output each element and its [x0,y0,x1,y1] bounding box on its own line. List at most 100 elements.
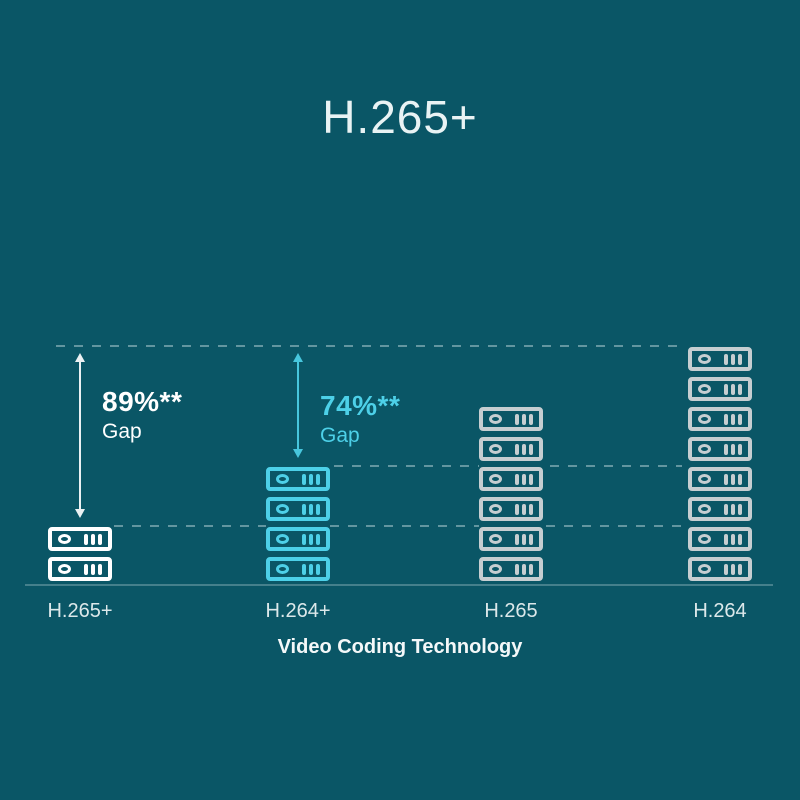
vent-slot-bar [724,503,728,515]
vent-slot-bar [522,473,526,485]
vent-slot-bar [529,413,533,425]
arrow-shaft [297,360,299,451]
server-unit-icon [48,557,112,581]
server-unit-icon [688,467,752,491]
vent-slot-bar [738,413,742,425]
vent-slot-bar [522,533,526,545]
vent-slot-bar [529,533,533,545]
vent-slots [724,383,742,395]
vent-slot-bar [522,413,526,425]
gap-percentage: 74%** [320,390,401,421]
vent-slot-bar [316,473,320,485]
vent-slots [302,503,320,515]
vent-slot-bar [309,563,313,575]
vent-slot-bar [302,563,306,575]
server-unit-icon [479,497,543,521]
page-title: H.265+ [322,91,478,143]
server-unit-icon [479,557,543,581]
vent-slot-bar [731,443,735,455]
server-unit-icon [48,527,112,551]
indicator-ring [489,444,502,454]
x-axis-tick-label: H.265 [484,600,538,622]
vent-slot-bar [731,473,735,485]
vent-slot-bar [302,503,306,515]
vent-slot-bar [724,443,728,455]
indicator-ring [58,564,71,574]
vent-slot-bar [731,503,735,515]
vent-slot-bar [309,533,313,545]
indicator-ring [698,474,711,484]
vent-slot-bar [522,563,526,575]
x-axis-tick-label: H.264+ [265,600,331,622]
gap-caption: Gap [320,424,360,447]
indicator-ring [489,474,502,484]
arrow-shaft [79,360,81,511]
vent-slot-bar [98,533,102,545]
arrowhead-up-icon [75,353,85,362]
vent-slot-bar [529,473,533,485]
vent-slots [515,563,533,575]
gap-annotation-h265plus: 89%** Gap [102,385,182,445]
x-axis-title: Video Coding Technology [277,636,523,658]
vent-slots [302,533,320,545]
vent-slots [724,563,742,575]
indicator-ring [276,474,289,484]
vent-slot-bar [515,443,519,455]
indicator-ring [276,534,289,544]
server-unit-icon [266,527,330,551]
vent-slot-bar [309,473,313,485]
indicator-ring [698,414,711,424]
server-unit-icon [479,467,543,491]
server-unit-icon [266,557,330,581]
vent-slot-bar [738,353,742,365]
vent-slot-bar [316,503,320,515]
vent-slot-bar [731,383,735,395]
arrowhead-up-icon [293,353,303,362]
vent-slot-bar [515,413,519,425]
vent-slots [515,413,533,425]
vent-slot-bar [316,533,320,545]
indicator-ring [489,414,502,424]
vent-slots [302,473,320,485]
vent-slot-bar [302,533,306,545]
indicator-ring [698,384,711,394]
server-unit-icon [688,407,752,431]
vent-slots [724,353,742,365]
vent-slot-bar [522,443,526,455]
vent-slot-bar [731,563,735,575]
vent-slot-bar [529,563,533,575]
vent-slot-bar [91,563,95,575]
vent-slot-bar [731,413,735,425]
indicator-ring [276,564,289,574]
vent-slot-bar [522,503,526,515]
server-unit-icon [479,527,543,551]
vent-slot-bar [84,533,88,545]
vent-slot-bar [91,533,95,545]
vent-slots [724,443,742,455]
vent-slots [84,533,102,545]
server-unit-icon [688,377,752,401]
vent-slot-bar [529,503,533,515]
vent-slot-bar [738,383,742,395]
vent-slots [724,533,742,545]
gap-annotation-h264plus: 74%** Gap [320,389,400,449]
vent-slots [724,473,742,485]
vent-slot-bar [724,473,728,485]
vent-slot-bar [316,563,320,575]
vent-slots [724,413,742,425]
indicator-ring [698,444,711,454]
server-unit-icon [688,557,752,581]
vent-slot-bar [84,563,88,575]
vent-slots [515,503,533,515]
server-unit-icon [266,497,330,521]
server-stack-H.265+ [48,527,112,581]
vent-slot-bar [731,353,735,365]
x-axis-line [25,584,773,586]
arrowhead-down-icon [75,509,85,518]
x-axis-tick-label: H.265+ [47,600,113,622]
vent-slot-bar [724,413,728,425]
vent-slot-bar [724,353,728,365]
server-stack-H.264+ [266,467,330,581]
server-unit-icon [479,407,543,431]
